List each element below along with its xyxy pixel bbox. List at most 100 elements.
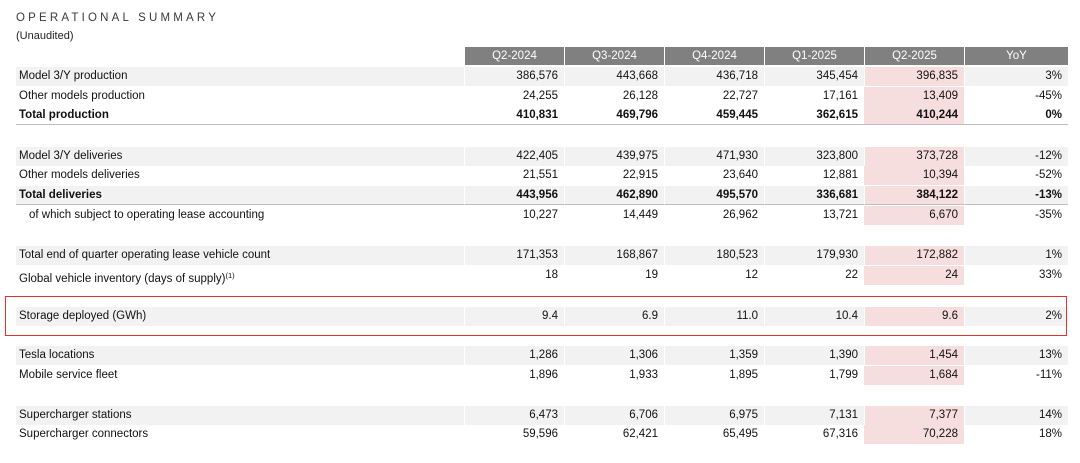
cell-q3-2024: 443,668 — [564, 67, 664, 86]
cell-q1-2025: 10.4 — [764, 307, 864, 326]
cell-yoy: 13% — [964, 346, 1068, 365]
cell-q3-2024: 1,933 — [629, 369, 658, 381]
cell-q3-2024: 439,975 — [564, 147, 664, 166]
table-row-model-3y-production: Model 3/Y production 386,576 443,668 436… — [16, 67, 1068, 86]
cell-q2-2024: 10,227 — [522, 209, 558, 221]
cell-q1-2025: 362,615 — [764, 106, 864, 125]
cell-q2-2025: 384,122 — [864, 186, 964, 205]
row-label: Supercharger stations — [19, 409, 132, 421]
cell-q2-2025: 172,882 — [864, 246, 964, 265]
cell-q4-2024: 436,718 — [664, 67, 764, 86]
table-row-mobile-service-fleet: Mobile service fleet 1,896 1,933 1,895 1… — [16, 366, 1068, 385]
cell-q1-2025: 67,316 — [822, 428, 858, 440]
cell-q1-2025: 1,799 — [829, 369, 858, 381]
col-header-yoy: YoY — [964, 47, 1068, 65]
cell-yoy: -13% — [964, 186, 1068, 205]
cell-q4-2024: 495,570 — [664, 186, 764, 205]
row-label: Model 3/Y deliveries — [19, 150, 123, 162]
row-label: Storage deployed (GWh) — [19, 310, 147, 322]
table-row-supercharger-stations: Supercharger stations 6,473 6,706 6,975 … — [16, 406, 1068, 425]
cell-q4-2024: 11.0 — [664, 307, 764, 326]
cell-q3-2024: 462,890 — [564, 186, 664, 205]
row-label-text: Global vehicle inventory (days of supply… — [19, 273, 226, 285]
cell-yoy: 18% — [1038, 428, 1062, 440]
cell-q1-2025: 1,390 — [764, 346, 864, 365]
cell-q4-2024: 459,445 — [664, 106, 764, 125]
col-header-q3-2024: Q3-2024 — [564, 47, 664, 65]
cell-q2-2025: 1,454 — [864, 346, 964, 365]
cell-q1-2025: 22 — [845, 269, 858, 281]
cell-q3-2024: 14,449 — [622, 209, 658, 221]
cell-q3-2024: 6.9 — [564, 307, 664, 326]
cell-yoy: -35% — [1035, 209, 1062, 221]
table-row-supercharger-connectors: Supercharger connectors 59,596 62,421 65… — [16, 425, 1068, 444]
col-header-q2-2025: Q2-2025 — [864, 47, 964, 65]
cell-q1-2025: 323,800 — [764, 147, 864, 166]
cell-q2-2025: 373,728 — [864, 147, 964, 166]
row-label: Tesla locations — [19, 349, 95, 361]
cell-yoy: -52% — [1035, 169, 1062, 181]
cell-q1-2025: 17,161 — [822, 90, 858, 102]
cell-yoy: 33% — [1038, 269, 1062, 281]
cell-q3-2024: 6,706 — [564, 406, 664, 425]
cell-q3-2024: 19 — [645, 269, 658, 281]
row-label: Other models production — [19, 90, 145, 102]
cell-q2-2024: 6,473 — [464, 406, 564, 425]
cell-q2-2024: 18 — [545, 269, 558, 281]
cell-q2-2024: 443,956 — [464, 186, 564, 205]
table-row-other-models-deliveries: Other models deliveries 21,551 22,915 23… — [16, 166, 1068, 185]
cell-q3-2024: 469,796 — [564, 106, 664, 125]
table-row-operating-lease-vehicle-count: Total end of quarter operating lease veh… — [16, 246, 1068, 265]
cell-yoy: 3% — [964, 67, 1068, 86]
cell-q2-2025: 24 — [864, 266, 964, 285]
cell-q2-2024: 1,896 — [529, 369, 558, 381]
row-label: Global vehicle inventory (days of supply… — [16, 266, 464, 285]
cell-q2-2025: 7,377 — [864, 406, 964, 425]
cell-q2-2024: 9.4 — [464, 307, 564, 326]
cell-q2-2024: 59,596 — [522, 428, 558, 440]
cell-q2-2025: 1,684 — [864, 366, 964, 385]
cell-q4-2024: 22,727 — [722, 90, 758, 102]
cell-q3-2024: 26,128 — [622, 90, 658, 102]
cell-q1-2025: 7,131 — [764, 406, 864, 425]
cell-q4-2024: 65,495 — [722, 428, 758, 440]
cell-q4-2024: 23,640 — [722, 169, 758, 181]
table-row-model-3y-deliveries: Model 3/Y deliveries 422,405 439,975 471… — [16, 147, 1068, 166]
row-label: Other models deliveries — [19, 169, 140, 181]
table-header: Q2-2024 Q3-2024 Q4-2024 Q1-2025 Q2-2025 … — [16, 47, 1068, 65]
cell-yoy: 1% — [964, 246, 1068, 265]
cell-yoy: -12% — [964, 147, 1068, 166]
cell-q2-2024: 24,255 — [522, 90, 558, 102]
cell-yoy: 2% — [964, 307, 1068, 326]
row-label: Mobile service fleet — [19, 369, 118, 381]
cell-q2-2024: 410,831 — [464, 106, 564, 125]
cell-yoy: -45% — [1035, 90, 1062, 102]
cell-q2-2025: 9.6 — [864, 307, 964, 326]
cell-q1-2025: 179,930 — [764, 246, 864, 265]
col-header-q1-2025: Q1-2025 — [764, 47, 864, 65]
table-row-total-production: Total production 410,831 469,796 459,445… — [16, 106, 1068, 125]
row-label: Total production — [16, 106, 464, 125]
cell-q4-2024: 180,523 — [664, 246, 764, 265]
cell-q3-2024: 22,915 — [622, 169, 658, 181]
cell-q3-2024: 62,421 — [622, 428, 658, 440]
cell-q3-2024: 168,867 — [564, 246, 664, 265]
col-header-q2-2024: Q2-2024 — [464, 47, 564, 65]
cell-q2-2025: 10,394 — [864, 166, 964, 185]
cell-q2-2024: 21,551 — [522, 169, 558, 181]
cell-q1-2025: 13,721 — [822, 209, 858, 221]
cell-yoy: 0% — [964, 106, 1068, 125]
cell-q4-2024: 1,895 — [729, 369, 758, 381]
summary-subtitle: (Unaudited) — [16, 30, 74, 42]
cell-q1-2025: 336,681 — [764, 186, 864, 205]
row-label: Supercharger connectors — [19, 428, 149, 440]
row-label: Total end of quarter operating lease veh… — [19, 249, 271, 261]
table-row-operating-lease-accounting: of which subject to operating lease acco… — [16, 206, 1068, 225]
table-row-tesla-locations: Tesla locations 1,286 1,306 1,359 1,390 … — [16, 346, 1068, 365]
cell-q2-2025: 396,835 — [864, 67, 964, 86]
cell-q4-2024: 26,962 — [722, 209, 758, 221]
row-label: Model 3/Y production — [19, 70, 128, 82]
table-row-storage-deployed: Storage deployed (GWh) 9.4 6.9 11.0 10.4… — [16, 307, 1068, 326]
col-header-q4-2024: Q4-2024 — [664, 47, 764, 65]
cell-q2-2025: 6,670 — [864, 206, 964, 225]
